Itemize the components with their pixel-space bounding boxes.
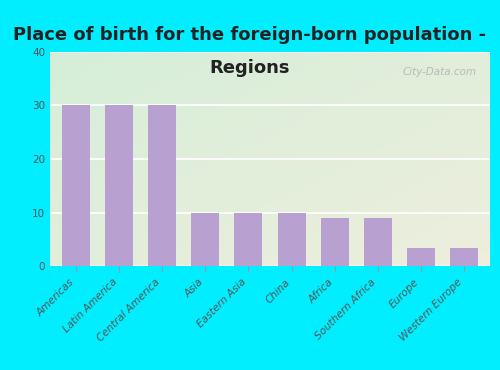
Bar (320, 218, 348, 266)
Bar (105, 105, 133, 266)
Bar (192, 213, 220, 266)
Bar (278, 213, 305, 266)
Bar (364, 218, 392, 266)
Text: Regions: Regions (210, 59, 290, 77)
Text: Place of birth for the foreign-born population -: Place of birth for the foreign-born popu… (14, 26, 486, 44)
Bar (148, 105, 176, 266)
Bar (62, 105, 90, 266)
Text: City-Data.com: City-Data.com (402, 67, 477, 77)
Bar (450, 248, 478, 266)
Bar (407, 248, 435, 266)
Bar (234, 213, 262, 266)
